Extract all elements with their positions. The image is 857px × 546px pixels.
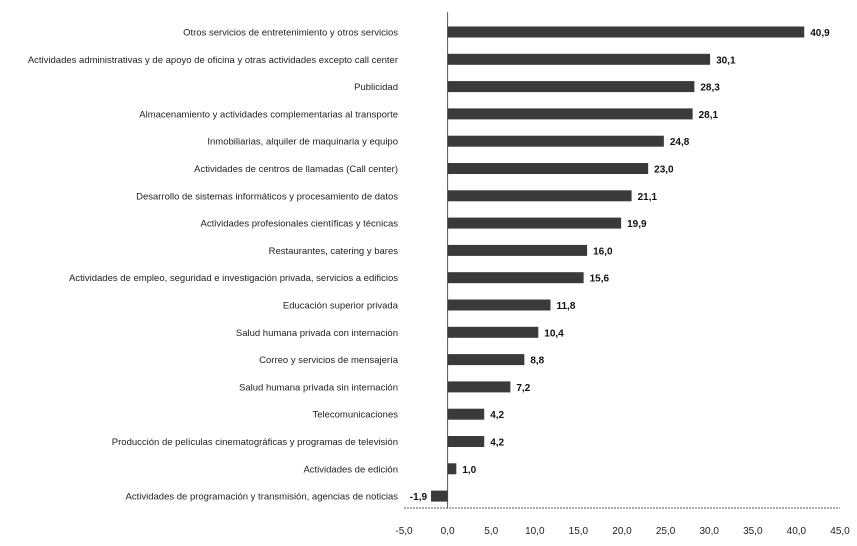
value-label: 28,3 — [700, 83, 720, 94]
value-label: -1,9 — [410, 492, 428, 503]
value-label: 4,2 — [490, 438, 504, 449]
category-label: Salud humana privada con internación — [236, 328, 398, 339]
category-label: Desarrollo de sistemas informáticos y pr… — [136, 191, 398, 202]
category-label: Actividades profesionales científicas y … — [201, 219, 399, 230]
bar — [447, 326, 539, 338]
bar — [447, 190, 632, 202]
bar — [447, 244, 588, 256]
bar — [447, 26, 805, 38]
bar — [447, 81, 695, 93]
category-label: Actividades de edición — [303, 464, 398, 475]
value-label: 28,1 — [699, 110, 719, 121]
category-label: Actividades de programación y transmisió… — [126, 492, 399, 503]
x-tick-label: 10,0 — [525, 526, 545, 537]
category-label: Salud humana privada sin internación — [239, 382, 398, 393]
x-tick-label: 0,0 — [441, 526, 455, 537]
category-label: Otros servicios de entretenimiento y otr… — [183, 28, 398, 39]
x-tick-label: 5,0 — [484, 526, 498, 537]
x-tick-label: 25,0 — [656, 526, 676, 537]
value-label: 10,4 — [544, 328, 564, 339]
bar — [431, 490, 448, 502]
category-label: Educación superior privada — [283, 301, 399, 312]
value-label: 30,1 — [716, 55, 736, 66]
value-label: 4,2 — [490, 410, 504, 421]
value-label: 23,0 — [654, 165, 674, 176]
bar — [447, 354, 525, 366]
bar — [447, 217, 622, 229]
bar — [447, 436, 485, 447]
bar — [447, 408, 485, 420]
value-label: 1,0 — [462, 465, 476, 476]
category-label: Actividades administrativas y de apoyo d… — [28, 55, 398, 66]
bar — [447, 135, 664, 147]
category-label: Publicidad — [354, 82, 398, 93]
value-label: 40,9 — [810, 28, 830, 39]
value-label: 11,8 — [556, 301, 575, 312]
category-label: Correo y servicios de mensajería — [259, 355, 399, 366]
value-label: 15,6 — [590, 274, 610, 285]
category-label: Restaurantes, catering y bares — [269, 246, 399, 257]
x-tick-label: 45,0 — [830, 526, 850, 537]
bar — [447, 272, 584, 284]
bar — [447, 163, 649, 174]
category-label: Producción de películas cinematográficas… — [112, 437, 398, 448]
value-label: 19,9 — [627, 219, 647, 230]
value-label: 24,8 — [670, 137, 690, 148]
value-label: 16,0 — [593, 246, 613, 257]
x-tick-label: 20,0 — [612, 526, 632, 537]
x-tick-label: 40,0 — [787, 526, 807, 537]
bar — [447, 53, 711, 65]
category-label: Telecomunicaciones — [312, 410, 398, 421]
value-label: 8,8 — [530, 356, 544, 367]
bar — [447, 381, 511, 393]
x-tick-label: 30,0 — [699, 526, 719, 537]
value-label: 7,2 — [516, 383, 530, 394]
bar — [447, 108, 693, 120]
x-tick-label: 15,0 — [569, 526, 589, 537]
bar — [447, 463, 457, 475]
category-label: Inmobiliarias, alquiler de maquinaria y … — [207, 137, 398, 148]
bar — [447, 299, 551, 311]
category-label: Actividades de empleo, seguridad e inves… — [69, 273, 398, 284]
value-label: 21,1 — [638, 192, 658, 203]
category-label: Actividades de centros de llamadas (Call… — [194, 164, 398, 175]
x-tick-label: 35,0 — [743, 526, 763, 537]
x-tick-label: -5,0 — [395, 526, 413, 537]
category-label: Almacenamiento y actividades complementa… — [139, 109, 398, 120]
